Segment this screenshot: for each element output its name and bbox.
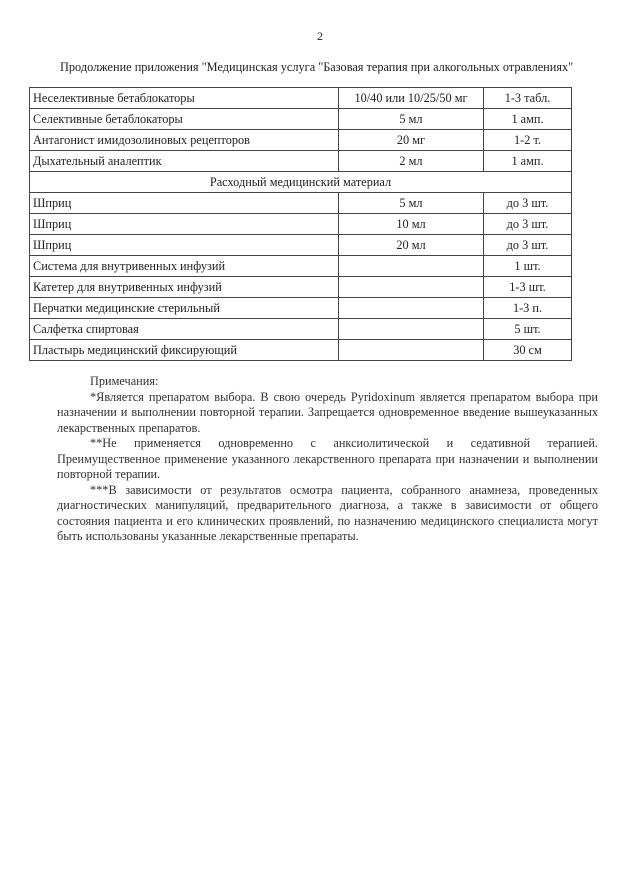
document-subtitle: Продолжение приложения "Медицинская услу…	[60, 60, 574, 74]
cell-dose: 5 мл	[338, 192, 484, 214]
cell-quantity: 1-3 табл.	[483, 87, 572, 109]
table-row: Неселективные бетаблокаторы 10/40 или 10/…	[29, 87, 572, 109]
cell-quantity: до 3 шт.	[483, 213, 572, 235]
notes-section: Примечания: *Является препаратом выбора.…	[57, 374, 598, 545]
cell-dose: 10 мл	[338, 213, 484, 235]
cell-quantity: 1 амп.	[483, 150, 572, 172]
cell-name: Пластырь медицинский фиксирующий	[29, 339, 339, 361]
cell-name: Шприц	[29, 192, 339, 214]
cell-dose	[338, 339, 484, 361]
cell-name: Антагонист имидозолиновых рецепторов	[29, 129, 339, 151]
cell-dose	[338, 276, 484, 298]
cell-name: Система для внутривенных инфузий	[29, 255, 339, 277]
cell-name: Неселективные бетаблокаторы	[29, 87, 339, 109]
note-item: *Является препаратом выбора. В свою очер…	[57, 389, 598, 435]
cell-dose: 10/40 или 10/25/50 мг	[338, 87, 484, 109]
cell-quantity: 5 шт.	[483, 318, 572, 340]
cell-name: Дыхательный аналептик	[29, 150, 339, 172]
table-row: Антагонист имидозолиновых рецепторов 20 м…	[29, 129, 572, 151]
table-row: Шприц 5 мл до 3 шт.	[29, 192, 572, 214]
cell-quantity: 1 амп.	[483, 108, 572, 130]
table-row: Салфетка спиртовая 5 шт.	[29, 318, 572, 340]
table-row: Шприц 20 мл до 3 шт.	[29, 234, 572, 256]
cell-name: Селективные бетаблокаторы	[29, 108, 339, 130]
cell-quantity: 1-2 т.	[483, 129, 572, 151]
cell-dose	[338, 297, 484, 319]
table-row: Система для внутривенных инфузий 1 шт.	[29, 255, 572, 277]
table-row: Шприц 10 мл до 3 шт.	[29, 213, 572, 235]
cell-dose: 5 мл	[338, 108, 484, 130]
table-row: Пластырь медицинский фиксирующий 30 см	[29, 339, 572, 361]
cell-name: Салфетка спиртовая	[29, 318, 339, 340]
table-row: Селективные бетаблокаторы 5 мл 1 амп.	[29, 108, 572, 130]
cell-quantity: 1-3 п.	[483, 297, 572, 319]
cell-dose: 2 мл	[338, 150, 484, 172]
cell-name: Катетер для внутривенных инфузий	[29, 276, 339, 298]
cell-quantity: до 3 шт.	[483, 234, 572, 256]
note-item: ***В зависимости от результатов осмотра …	[57, 482, 598, 544]
table-row: Перчатки медицинские стерильный 1-3 п.	[29, 297, 572, 319]
cell-name: Шприц	[29, 213, 339, 235]
cell-quantity: 30 см	[483, 339, 572, 361]
table-row: Дыхательный аналептик 2 мл 1 амп.	[29, 150, 572, 172]
cell-quantity: до 3 шт.	[483, 192, 572, 214]
cell-dose: 20 мл	[338, 234, 484, 256]
notes-heading: Примечания:	[90, 374, 159, 388]
cell-quantity: 1-3 шт.	[483, 276, 572, 298]
note-item: **Не применяется одновременно с анксиоли…	[57, 436, 598, 481]
page-number: 2	[317, 29, 323, 43]
section-row: Расходный медицинский материал	[29, 171, 572, 193]
section-title: Расходный медицинский материал	[29, 171, 572, 193]
supplies-table: Неселективные бетаблокаторы 10/40 или 10/…	[29, 87, 572, 361]
cell-name: Перчатки медицинские стерильный	[29, 297, 339, 319]
cell-quantity: 1 шт.	[483, 255, 572, 277]
cell-dose: 20 мг	[338, 129, 484, 151]
cell-dose	[338, 318, 484, 340]
cell-name: Шприц	[29, 234, 339, 256]
table-row: Катетер для внутривенных инфузий 1-3 шт.	[29, 276, 572, 298]
cell-dose	[338, 255, 484, 277]
